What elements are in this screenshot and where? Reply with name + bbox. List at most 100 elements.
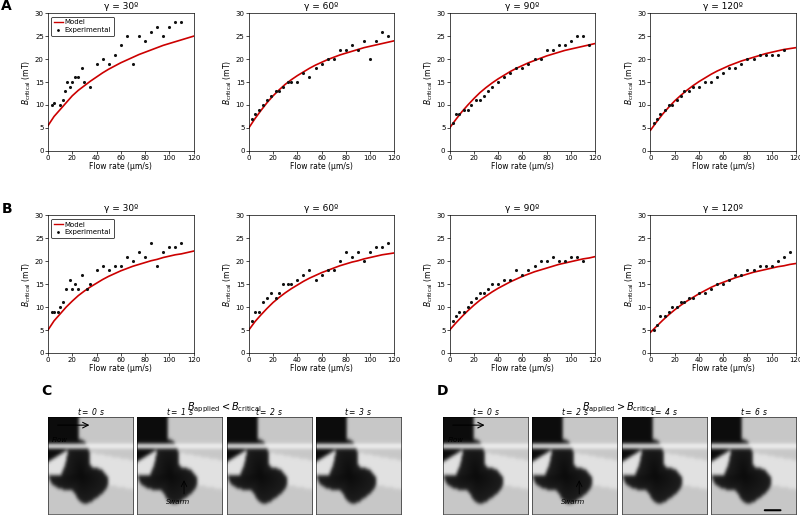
Point: [729, 64, 742, 73]
Point: [114, 41, 127, 50]
Title: γ = 120º: γ = 120º: [703, 204, 743, 213]
Point: [648, 119, 661, 128]
Point: [169, 243, 182, 252]
Point: [108, 261, 121, 270]
Point: [157, 248, 170, 257]
Point: [81, 285, 94, 293]
Point: [90, 59, 103, 68]
Point: [269, 87, 282, 95]
Title: $t = $ 1 s: $t = $ 1 s: [166, 405, 194, 417]
Point: [75, 64, 88, 73]
Title: $t = $ 2 s: $t = $ 2 s: [561, 405, 589, 417]
Point: [291, 275, 304, 284]
Point: [465, 298, 478, 307]
Point: [364, 55, 377, 64]
Point: [370, 243, 382, 252]
Point: [249, 110, 262, 118]
Point: [458, 105, 470, 114]
Point: [66, 285, 78, 293]
Point: [783, 248, 796, 257]
Text: Swarm: Swarm: [166, 499, 190, 505]
Point: [102, 266, 115, 275]
Point: [766, 50, 778, 59]
X-axis label: Flow rate (μm/s): Flow rate (μm/s): [290, 365, 353, 374]
Point: [683, 294, 696, 302]
Point: [48, 307, 61, 316]
Point: [670, 96, 683, 104]
Point: [453, 307, 466, 316]
Point: [309, 275, 322, 284]
Point: [648, 326, 661, 334]
Point: [482, 87, 495, 95]
Point: [486, 280, 498, 288]
Point: [678, 87, 691, 95]
Point: [257, 298, 270, 307]
Point: [351, 46, 364, 54]
Point: [759, 261, 772, 270]
Point: [175, 238, 188, 247]
Point: [157, 32, 170, 40]
Title: $t = $ 6 s: $t = $ 6 s: [739, 405, 767, 417]
Text: C: C: [41, 384, 51, 398]
Point: [747, 55, 760, 64]
Y-axis label: $B_\mathregular{critical}$ (mT): $B_\mathregular{critical}$ (mT): [21, 261, 34, 307]
Point: [121, 252, 134, 261]
Point: [570, 252, 583, 261]
Point: [759, 50, 772, 59]
Point: [138, 37, 151, 45]
Point: [150, 261, 163, 270]
Point: [90, 266, 103, 275]
Text: B: B: [2, 201, 12, 216]
Point: [315, 271, 328, 279]
Point: [462, 105, 474, 114]
Title: $t = $ 2 s: $t = $ 2 s: [255, 405, 283, 417]
Y-axis label: $B_\mathregular{critical}$ (mT): $B_\mathregular{critical}$ (mT): [422, 59, 435, 104]
Point: [465, 101, 478, 109]
Point: [698, 289, 711, 297]
Point: [56, 96, 69, 104]
Legend: Model, Experimental: Model, Experimental: [51, 17, 114, 36]
Point: [678, 298, 691, 307]
Point: [658, 105, 671, 114]
Point: [504, 69, 517, 77]
Point: [63, 275, 76, 284]
Point: [133, 248, 146, 257]
Y-axis label: $B_\mathregular{critical}$ (mT): $B_\mathregular{critical}$ (mT): [21, 59, 34, 104]
Point: [257, 101, 270, 109]
Title: $t = $ 3 s: $t = $ 3 s: [344, 405, 372, 417]
Point: [66, 78, 78, 86]
Point: [297, 271, 310, 279]
X-axis label: Flow rate (μm/s): Flow rate (μm/s): [692, 162, 754, 171]
Point: [72, 285, 85, 293]
Point: [516, 64, 529, 73]
Point: [358, 37, 370, 45]
Point: [577, 257, 590, 266]
Point: [285, 78, 298, 86]
Point: [723, 64, 736, 73]
Point: [528, 261, 541, 270]
Point: [470, 294, 482, 302]
Point: [327, 266, 340, 275]
Point: [51, 307, 64, 316]
Point: [382, 238, 394, 247]
Point: [339, 46, 352, 54]
Text: Flow: Flow: [447, 437, 463, 443]
Point: [291, 78, 304, 86]
Point: [114, 261, 127, 270]
Point: [662, 101, 675, 109]
Y-axis label: $B_\mathregular{critical}$ (mT): $B_\mathregular{critical}$ (mT): [222, 59, 234, 104]
Point: [778, 46, 790, 54]
Point: [534, 55, 547, 64]
Point: [735, 271, 748, 279]
Point: [470, 96, 482, 104]
Point: [273, 289, 286, 297]
Point: [96, 261, 109, 270]
Point: [565, 37, 578, 45]
Point: [705, 285, 718, 293]
Point: [710, 280, 723, 288]
Point: [658, 312, 671, 321]
Point: [747, 266, 760, 275]
X-axis label: Flow rate (μm/s): Flow rate (μm/s): [491, 162, 554, 171]
Point: [108, 50, 121, 59]
Point: [334, 257, 346, 266]
